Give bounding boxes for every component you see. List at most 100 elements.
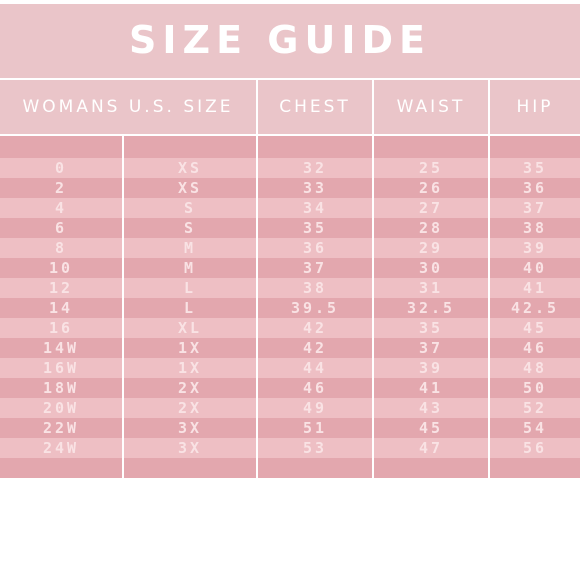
column-divider — [488, 80, 490, 478]
cell-hip: 46 — [522, 339, 548, 357]
cell-hip: 35 — [522, 159, 548, 177]
divider-title — [0, 78, 580, 80]
cell-chest: 42 — [302, 319, 328, 337]
cell-hip: 36 — [522, 179, 548, 197]
cell-us-size: 16W — [42, 359, 80, 377]
cell-letter-size: S — [183, 219, 197, 237]
cell-chest: 35 — [302, 219, 328, 237]
table-row: 18W 2X 46 41 50 — [0, 378, 580, 398]
header-hip: HIP — [516, 97, 554, 117]
cell-waist: 27 — [418, 199, 444, 217]
cell-waist: 39 — [418, 359, 444, 377]
cell-hip: 40 — [522, 259, 548, 277]
cell-hip: 37 — [522, 199, 548, 217]
cell-us-size: 24W — [42, 439, 80, 457]
cell-us-size: 16 — [48, 319, 74, 337]
cell-hip: 50 — [522, 379, 548, 397]
column-divider — [372, 80, 374, 478]
column-divider — [122, 136, 124, 478]
table-spacer-row — [0, 458, 580, 478]
table-row: 2 XS 33 26 36 — [0, 178, 580, 198]
size-guide-table: SIZE GUIDE WOMANS U.S. SIZE CHEST WAIST … — [0, 4, 580, 478]
cell-letter-size: M — [183, 239, 197, 257]
cell-letter-size: 1X — [177, 339, 203, 357]
cell-waist: 35 — [418, 319, 444, 337]
cell-letter-size: XS — [177, 179, 203, 197]
cell-waist: 47 — [418, 439, 444, 457]
table-row: 14W 1X 42 37 46 — [0, 338, 580, 358]
cell-letter-size: M — [183, 259, 197, 277]
cell-us-size: 10 — [48, 259, 74, 277]
cell-waist: 43 — [418, 399, 444, 417]
table-row: 0 XS 32 25 35 — [0, 158, 580, 178]
header-chest: CHEST — [279, 97, 351, 117]
cell-us-size: 20W — [42, 399, 80, 417]
cell-us-size: 14 — [48, 299, 74, 317]
table-row: 10 M 37 30 40 — [0, 258, 580, 278]
table-row: 4 S 34 27 37 — [0, 198, 580, 218]
cell-chest: 37 — [302, 259, 328, 277]
cell-us-size: 2 — [54, 179, 68, 197]
cell-hip: 42.5 — [510, 299, 560, 317]
cell-chest: 46 — [302, 379, 328, 397]
table-row: 24W 3X 53 47 56 — [0, 438, 580, 458]
cell-letter-size: XL — [177, 319, 203, 337]
cell-hip: 48 — [522, 359, 548, 377]
table-header-row: WOMANS U.S. SIZE CHEST WAIST HIP — [0, 80, 580, 134]
cell-us-size: 6 — [54, 219, 68, 237]
cell-waist: 29 — [418, 239, 444, 257]
cell-chest: 42 — [302, 339, 328, 357]
cell-hip: 38 — [522, 219, 548, 237]
page-title: SIZE GUIDE — [129, 18, 431, 62]
cell-chest: 44 — [302, 359, 328, 377]
cell-waist: 41 — [418, 379, 444, 397]
cell-chest: 51 — [302, 419, 328, 437]
cell-letter-size: 2X — [177, 399, 203, 417]
cell-hip: 56 — [522, 439, 548, 457]
cell-waist: 25 — [418, 159, 444, 177]
cell-waist: 32.5 — [406, 299, 456, 317]
table-row: 20W 2X 49 43 52 — [0, 398, 580, 418]
cell-us-size: 18W — [42, 379, 80, 397]
title-bar: SIZE GUIDE — [0, 4, 580, 78]
cell-us-size: 22W — [42, 419, 80, 437]
cell-waist: 37 — [418, 339, 444, 357]
cell-us-size: 14W — [42, 339, 80, 357]
cell-chest: 39.5 — [290, 299, 340, 317]
cell-waist: 26 — [418, 179, 444, 197]
cell-chest: 36 — [302, 239, 328, 257]
table-row: 16W 1X 44 39 48 — [0, 358, 580, 378]
cell-us-size: 4 — [54, 199, 68, 217]
table-row: 8 M 36 29 39 — [0, 238, 580, 258]
cell-chest: 53 — [302, 439, 328, 457]
cell-waist: 31 — [418, 279, 444, 297]
cell-letter-size: S — [183, 199, 197, 217]
table-row: 22W 3X 51 45 54 — [0, 418, 580, 438]
cell-letter-size: L — [183, 279, 197, 297]
cell-us-size: 8 — [54, 239, 68, 257]
cell-us-size: 0 — [54, 159, 68, 177]
cell-chest: 49 — [302, 399, 328, 417]
column-divider — [256, 80, 258, 478]
header-womans-us-size: WOMANS U.S. SIZE — [22, 97, 234, 117]
cell-hip: 54 — [522, 419, 548, 437]
cell-hip: 45 — [522, 319, 548, 337]
cell-letter-size: 2X — [177, 379, 203, 397]
cell-chest: 38 — [302, 279, 328, 297]
cell-waist: 45 — [418, 419, 444, 437]
table-row: 16 XL 42 35 45 — [0, 318, 580, 338]
table-row: 14 L 39.5 32.5 42.5 — [0, 298, 580, 318]
cell-hip: 39 — [522, 239, 548, 257]
header-waist: WAIST — [396, 97, 466, 117]
cell-waist: 30 — [418, 259, 444, 277]
cell-chest: 34 — [302, 199, 328, 217]
cell-hip: 41 — [522, 279, 548, 297]
cell-chest: 32 — [302, 159, 328, 177]
cell-letter-size: 1X — [177, 359, 203, 377]
cell-letter-size: 3X — [177, 419, 203, 437]
divider-header — [0, 134, 580, 136]
table-spacer-row — [0, 138, 580, 158]
cell-us-size: 12 — [48, 279, 74, 297]
cell-chest: 33 — [302, 179, 328, 197]
table-row: 6 S 35 28 38 — [0, 218, 580, 238]
